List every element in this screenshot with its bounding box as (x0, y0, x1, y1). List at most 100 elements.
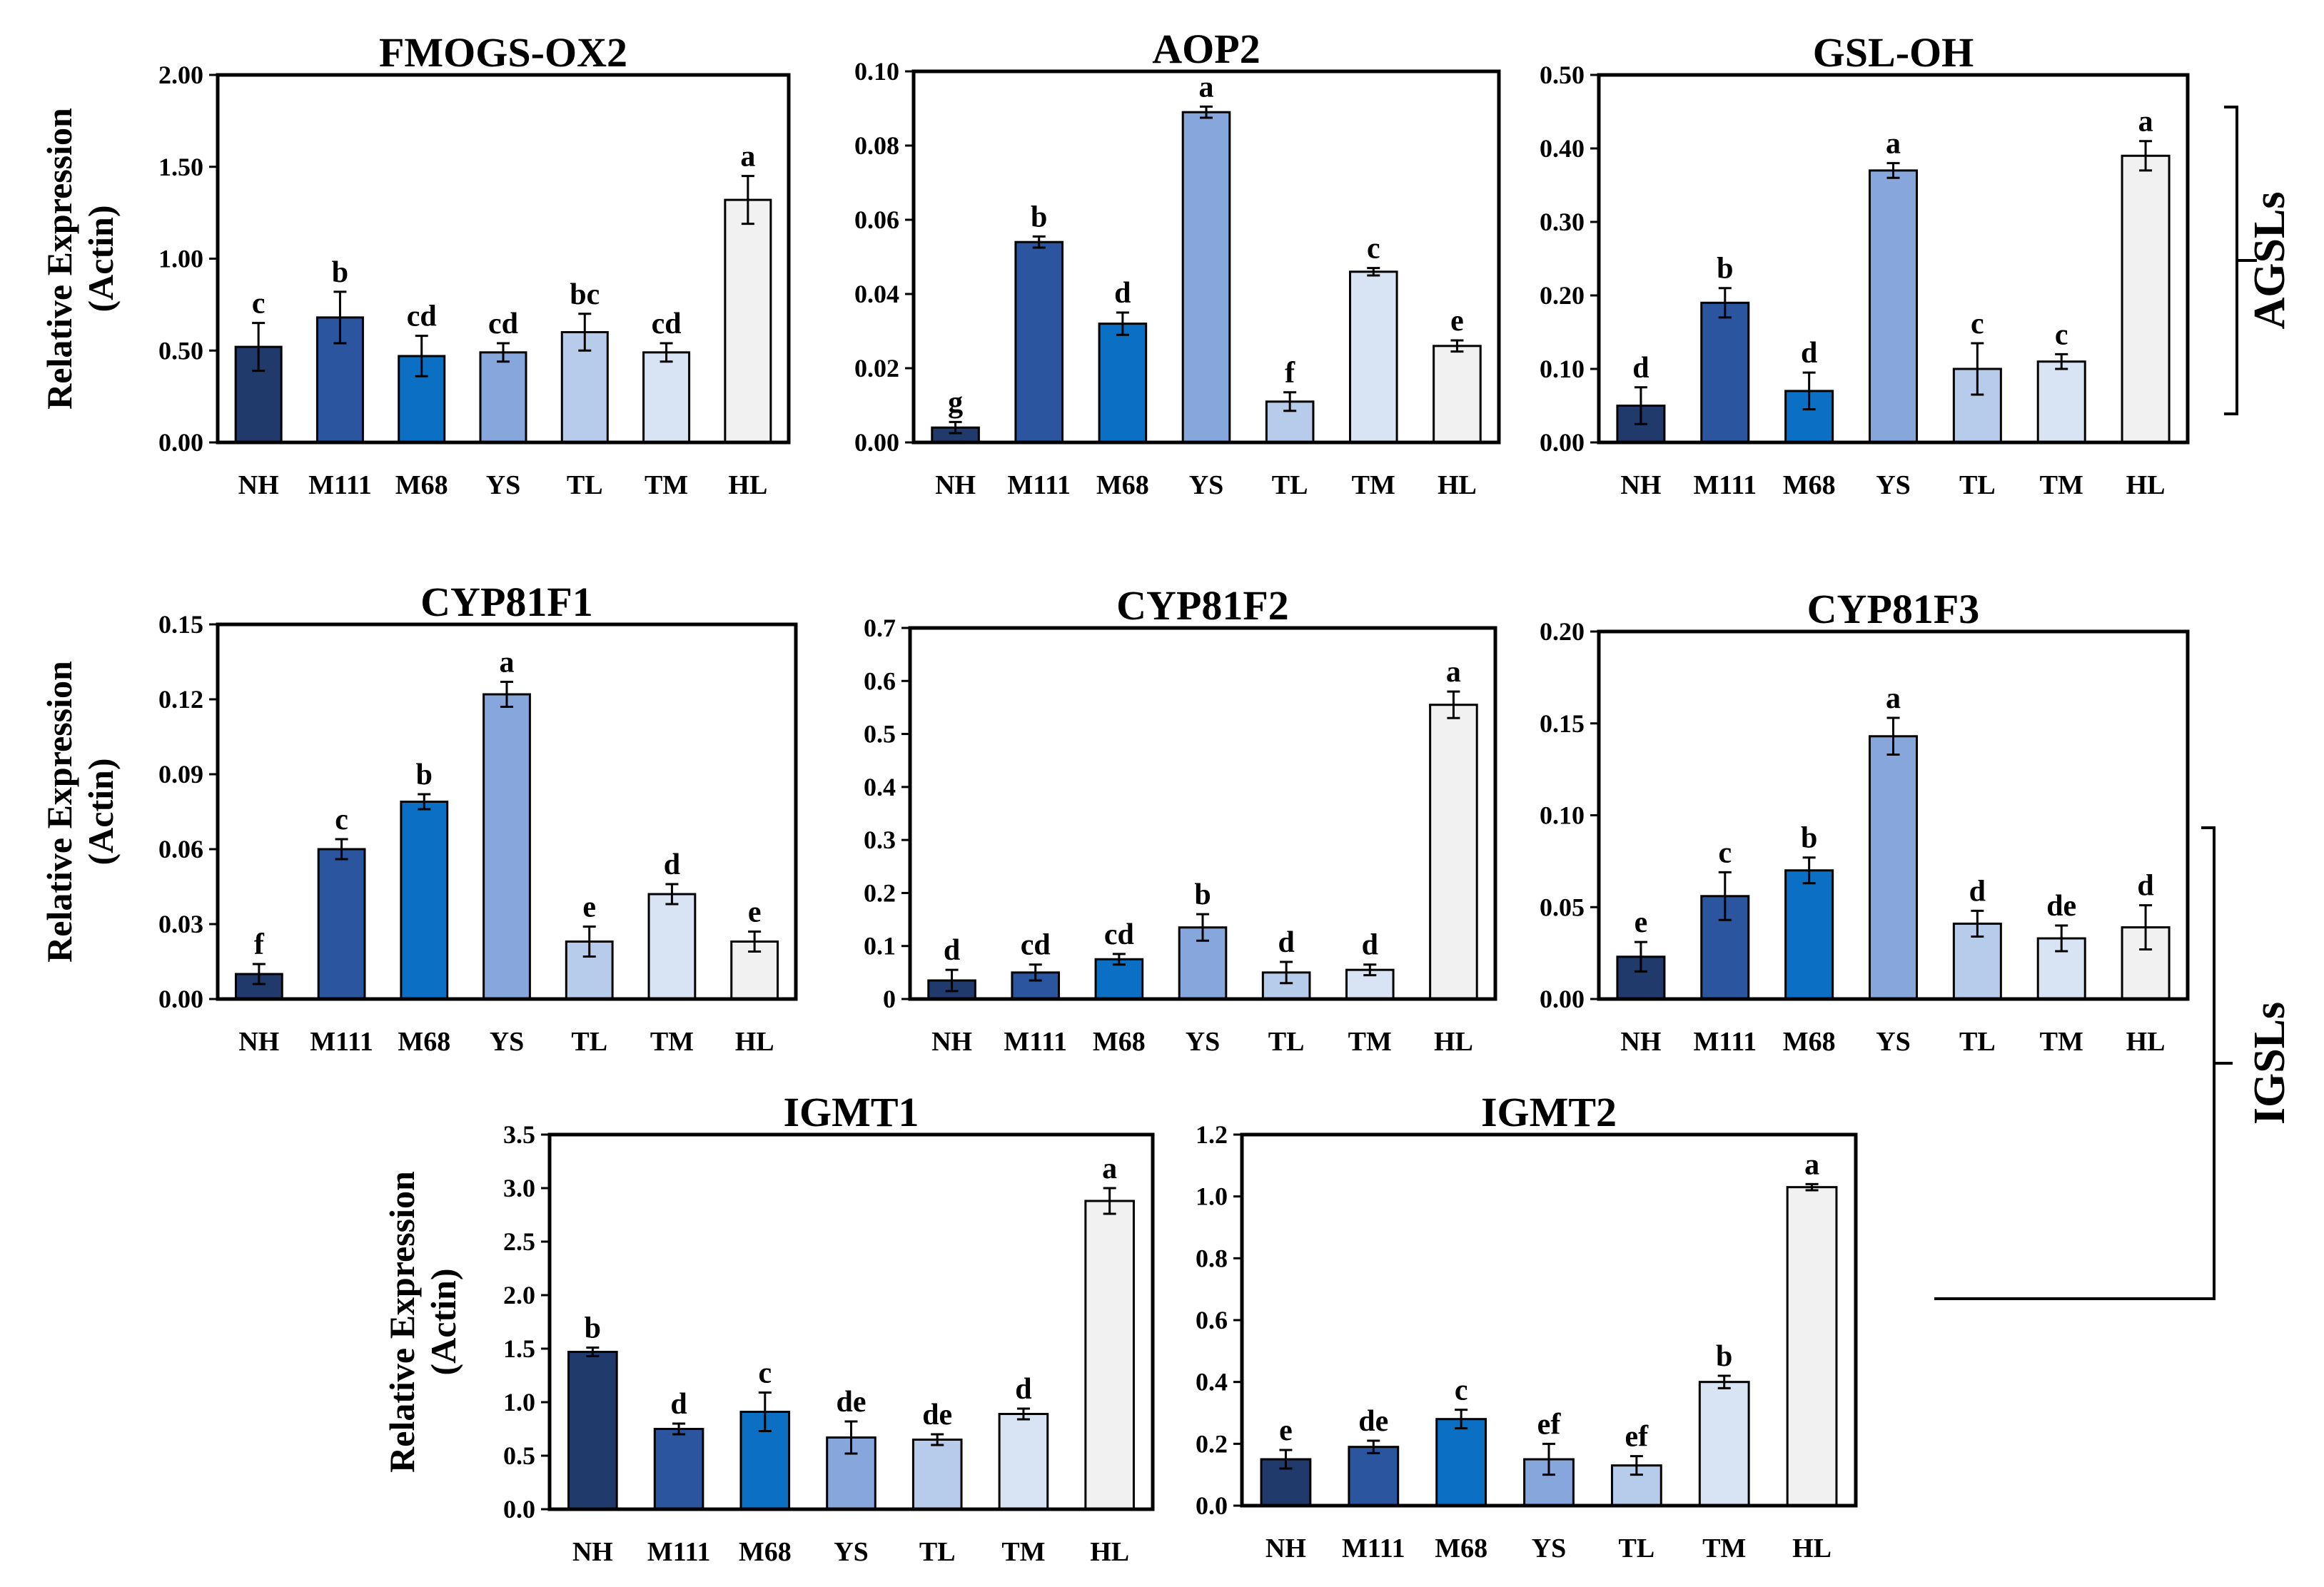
panel-7-sig-letter: de (922, 1399, 952, 1431)
panel-4-category-label: NH (238, 1027, 279, 1057)
panel-4-sig-letter: d (664, 848, 680, 881)
panel-3-sig-letter: a (2138, 106, 2153, 138)
panel-3-category-label: HL (2126, 470, 2166, 500)
panel-1-category-label: NH (238, 470, 279, 500)
panel-6-sig-letter: e (1635, 906, 1648, 939)
panel-8-ytick-label: 0.2 (1196, 1429, 1228, 1458)
panel-1-ylabel-line1: Relative Expression (39, 108, 79, 410)
panel-2-bar (1098, 323, 1148, 444)
panel-3-bar (2121, 154, 2171, 444)
panel-7-ytick-label: 2.5 (503, 1227, 535, 1256)
panel-1-category-label: HL (728, 470, 767, 500)
panel-2-category-label: M111 (1007, 470, 1071, 500)
panel-6-ytick-label: 0.15 (1540, 709, 1585, 738)
panel-1-ylabel-line2: (Actin) (81, 206, 121, 313)
panel-7-sig-letter: c (758, 1357, 772, 1390)
panel-2-sig-letter: f (1285, 357, 1295, 390)
panel-8-ytick-label: 1.2 (1196, 1120, 1228, 1149)
panel-1-category-label: M68 (395, 470, 448, 500)
panel-5-sig-letter: d (1362, 929, 1378, 962)
panel-2-sig-letter: b (1031, 201, 1047, 233)
panel-1-category-label: YS (486, 470, 521, 500)
panel-2-frame (911, 69, 1501, 445)
panel-3-title: GSL-OH (1813, 29, 1974, 76)
panel-2: AOP2 0.00 0.02 0.04 0.06 0.08 0.10 g NH b M111 d M68… (854, 26, 1501, 500)
panel-7-bar (998, 1413, 1049, 1511)
panel-4-category-label: TM (650, 1027, 694, 1057)
panel-7-frame (547, 1132, 1155, 1511)
panel-8-category-label: HL (1792, 1533, 1832, 1563)
panel-3-bar (1700, 301, 1750, 444)
panel-7-ytick-label: 1.5 (503, 1334, 535, 1363)
panel-1: FMOGS-OX2 0.00 0.50 1.00 1.50 2.00 c NH b M111 cd M… (39, 29, 791, 500)
panel-7-ytick-label: 1.0 (503, 1388, 535, 1416)
panels: FMOGS-OX20.000.501.001.502.00cNHbM111cdM… (39, 26, 2190, 1567)
panel-4-ytick-label: 0.06 (158, 835, 203, 863)
panel-2-category-label: YS (1189, 470, 1224, 500)
panel-3-frame (1597, 73, 2190, 445)
panel-5-frame (908, 626, 1497, 1001)
panel-3-ytick-label: 0.30 (1540, 208, 1585, 236)
panel-8-sig-letter: de (1358, 1405, 1388, 1438)
panel-7-sig-letter: d (1015, 1373, 1031, 1406)
panel-4-sig-letter: c (335, 803, 348, 836)
panel-3-sig-letter: a (1886, 128, 1901, 161)
panel-8-sig-letter: a (1804, 1148, 1819, 1181)
panel-4-sig-letter: e (748, 896, 762, 929)
panel-6-bar (1784, 869, 1834, 1000)
panel-2-ytick-label: 0.06 (854, 206, 899, 234)
panel-8-category-label: TL (1619, 1533, 1655, 1563)
panel-2-sig-letter: d (1114, 277, 1131, 310)
panel-1-sig-letter: cd (488, 308, 518, 340)
panel-1-frame (216, 73, 791, 445)
panel-1-sig-letter: cd (407, 300, 437, 333)
panel-3-ytick-label: 0.10 (1540, 355, 1585, 383)
panel-1-sig-letter: a (740, 141, 755, 173)
panel-4-bar (483, 693, 531, 1000)
panel-4-ytick-label: 0.09 (158, 760, 203, 789)
panel-8-ytick-label: 0.6 (1196, 1306, 1228, 1334)
panel-1-category-label: M111 (308, 470, 372, 500)
panel-1-category-label: TL (567, 470, 603, 500)
panel-1-sig-letter: b (332, 256, 348, 289)
panel-6-title: CYP81F3 (1807, 586, 1980, 632)
panel-6-category-label: M68 (1783, 1027, 1836, 1057)
panel-4: CYP81F1 0.00 0.03 0.06 0.09 0.12 0.15 f NH c M111 b… (39, 579, 798, 1057)
panel-4-category-label: M68 (398, 1027, 450, 1057)
panel-7-category-label: M111 (647, 1537, 711, 1567)
panel-2-bar (1181, 111, 1231, 444)
panel-4-sig-letter: f (254, 928, 265, 961)
panel-7-category-label: HL (1090, 1537, 1129, 1567)
panel-5-category-label: M68 (1093, 1027, 1146, 1057)
panel-7-sig-letter: d (670, 1388, 687, 1421)
panel-3-category-label: TM (2040, 470, 2083, 500)
panel-6-category-label: M111 (1693, 1027, 1757, 1057)
panel-7-bar (567, 1351, 618, 1511)
panel-8-sig-letter: c (1455, 1374, 1468, 1407)
panel-2-category-label: M68 (1096, 470, 1149, 500)
panel-5-sig-letter: b (1194, 878, 1211, 911)
panel-7-ytick-label: 0.0 (503, 1495, 535, 1523)
panel-2-sig-letter: a (1199, 71, 1214, 103)
panel-1-ytick-label: 0.00 (158, 428, 203, 457)
panel-5-sig-letter: d (944, 934, 960, 967)
panel-5-ytick-label: 0 (883, 985, 896, 1013)
panel-4-bar (647, 893, 697, 1000)
panel-4-title: CYP81F1 (420, 579, 593, 625)
panel-2-sig-letter: g (948, 386, 963, 419)
panel-7-bar (911, 1439, 963, 1511)
panel-7-category-label: TL (919, 1537, 956, 1567)
panel-7-sig-letter: de (837, 1386, 867, 1419)
panel-3-ytick-label: 0.40 (1540, 134, 1585, 163)
panel-4-ytick-label: 0.15 (158, 610, 203, 639)
panel-5-ytick-label: 0.7 (864, 614, 896, 642)
group-brackets: AGSLs IGSLs (1934, 106, 2294, 1300)
panel-4-category-label: TL (571, 1027, 607, 1057)
panel-7-bar (653, 1428, 704, 1511)
panel-8-ytick-label: 0.0 (1196, 1491, 1228, 1520)
agsl-label: AGSLs (2245, 192, 2294, 330)
panel-8-category-label: NH (1265, 1533, 1306, 1563)
panel-3-category-label: NH (1620, 470, 1661, 500)
panel-6-ytick-label: 0.10 (1540, 801, 1585, 830)
panel-8-category-label: M111 (1342, 1533, 1405, 1563)
